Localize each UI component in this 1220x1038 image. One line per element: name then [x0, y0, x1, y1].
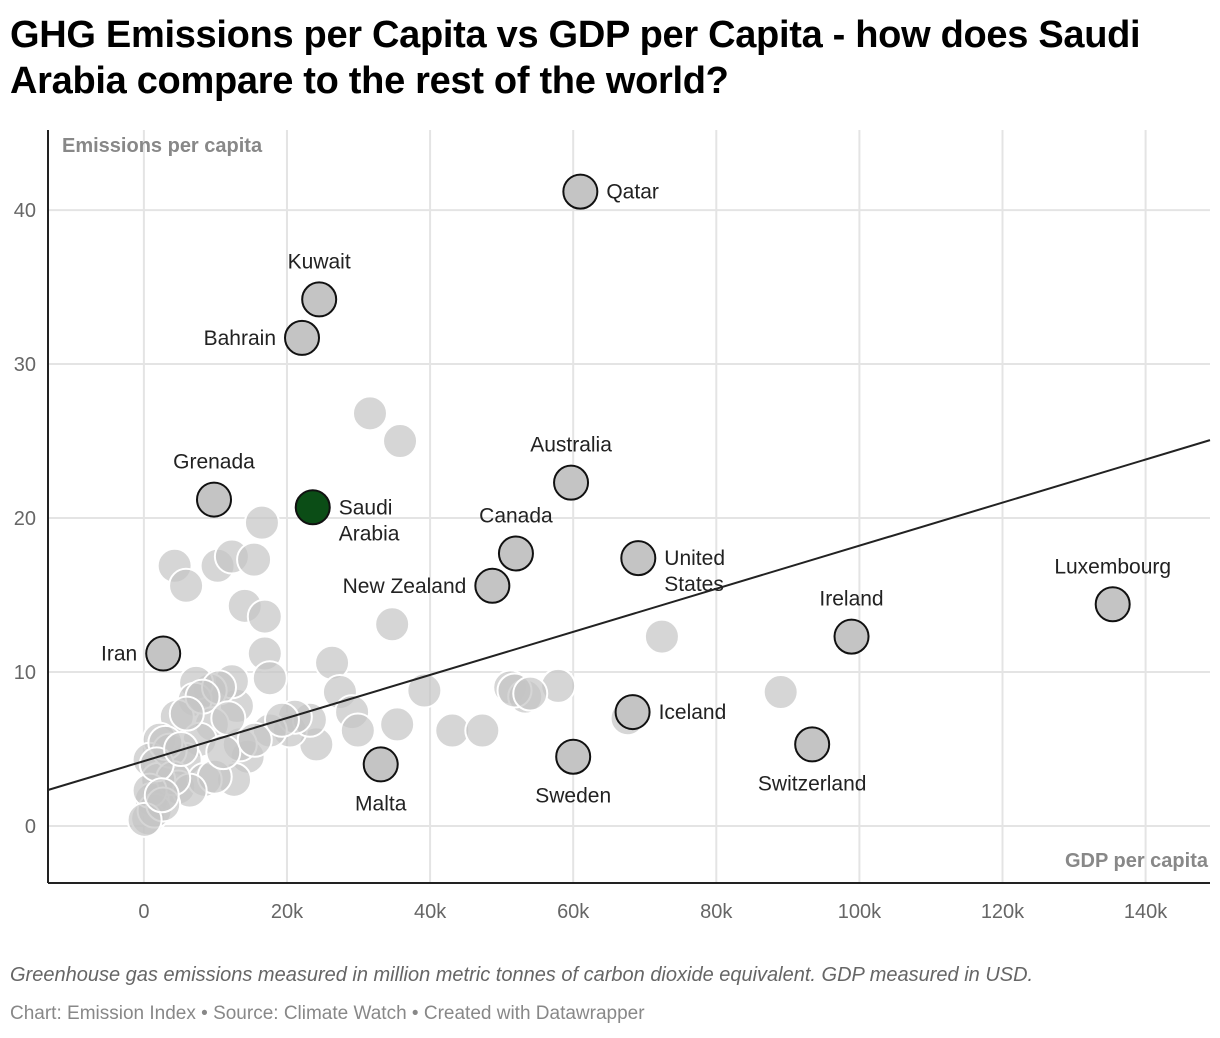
data-point: [434, 712, 471, 749]
x-tick-label: 0: [138, 901, 149, 923]
data-point: [379, 706, 416, 743]
data-point: [210, 700, 247, 737]
trend-line-group: [47, 439, 1211, 791]
x-axis-title: GDP per capita: [1065, 850, 1209, 872]
data-point: [643, 618, 680, 655]
point-label: Kuwait: [288, 250, 351, 273]
labeled-point-bahrain: [284, 319, 321, 356]
data-point: [406, 672, 443, 709]
points: [126, 395, 799, 838]
x-tick-label: 40k: [414, 901, 447, 923]
labeled-point-ireland: [833, 618, 870, 655]
data-point: [339, 712, 376, 749]
data-point: [512, 675, 549, 712]
x-tick-label: 20k: [271, 901, 304, 923]
x-tick-label: 120k: [981, 901, 1025, 923]
data-point: [251, 660, 288, 697]
labeled-point-luxembourg: [1094, 586, 1131, 623]
point-label: Switzerland: [758, 772, 867, 795]
data-point: [168, 567, 205, 604]
labeled-point-new-zealand: [474, 567, 511, 604]
data-point: [374, 606, 411, 643]
labeled-point-switzerland: [794, 726, 831, 763]
labeled-point-iran: [145, 635, 182, 672]
labeled-point-malta: [362, 746, 399, 783]
data-point: [464, 712, 501, 749]
x-tick-label: 80k: [700, 901, 733, 923]
labeled-point-iceland: [614, 694, 651, 731]
x-tick-label: 100k: [838, 901, 882, 923]
point-label: Australia: [530, 434, 612, 457]
data-point: [143, 777, 180, 814]
chart-title: GHG Emissions per Capita vs GDP per Capi…: [10, 14, 1141, 102]
data-point: [126, 801, 163, 838]
axes: 0 20k 40k 60k 80k 100k 120k 140k 0 10 20 30 40: [14, 130, 1210, 923]
data-point: [236, 541, 273, 578]
x-tick-label: 140k: [1124, 901, 1168, 923]
data-point: [246, 598, 283, 635]
point-label: Bahrain: [204, 327, 276, 350]
trend-line: [47, 439, 1211, 791]
labeled-point-qatar: [562, 173, 599, 210]
point-label: United States: [664, 547, 725, 596]
data-point: [351, 395, 388, 432]
chart-credit: Chart: Emission Index • Source: Climate …: [10, 1003, 645, 1024]
labeled-point-saudi-arabia: [294, 489, 331, 526]
labeled-point-australia: [553, 464, 590, 501]
y-tick-label: 20: [14, 508, 36, 530]
y-tick-label: 10: [14, 662, 36, 684]
data-point: [243, 504, 280, 541]
y-axis-title: Emissions per capita: [62, 135, 263, 157]
labeled-point-sweden: [555, 738, 592, 775]
data-point: [382, 423, 419, 460]
y-tick-label: 30: [14, 354, 36, 376]
point-label: Iceland: [659, 701, 727, 724]
labeled-points: Qatar Kuwait Bahrain Grenada Saudi Arabia Aust…: [101, 173, 1171, 815]
point-label: Malta: [355, 792, 407, 815]
point-label: New Zealand: [343, 575, 467, 598]
chart-notes: Greenhouse gas emissions measured in mil…: [10, 964, 1034, 986]
labeled-point-grenada: [196, 481, 232, 518]
point-label: Ireland: [819, 588, 883, 611]
labeled-point-canada: [497, 535, 534, 572]
data-point: [168, 695, 205, 732]
point-label: Qatar: [606, 181, 659, 204]
point-label: Iran: [101, 643, 137, 666]
y-tick-label: 0: [25, 816, 36, 838]
point-label: Canada: [479, 504, 553, 527]
point-label: Luxembourg: [1054, 555, 1171, 578]
labeled-point-kuwait: [301, 281, 338, 318]
x-tick-label: 60k: [557, 901, 590, 923]
grid: [48, 130, 1210, 883]
point-label: Grenada: [173, 451, 255, 474]
y-tick-label: 40: [14, 200, 36, 222]
data-point: [762, 674, 799, 711]
point-label: Saudi Arabia: [339, 496, 400, 545]
point-label: Sweden: [535, 785, 611, 808]
labeled-point-united-states: [620, 540, 657, 577]
